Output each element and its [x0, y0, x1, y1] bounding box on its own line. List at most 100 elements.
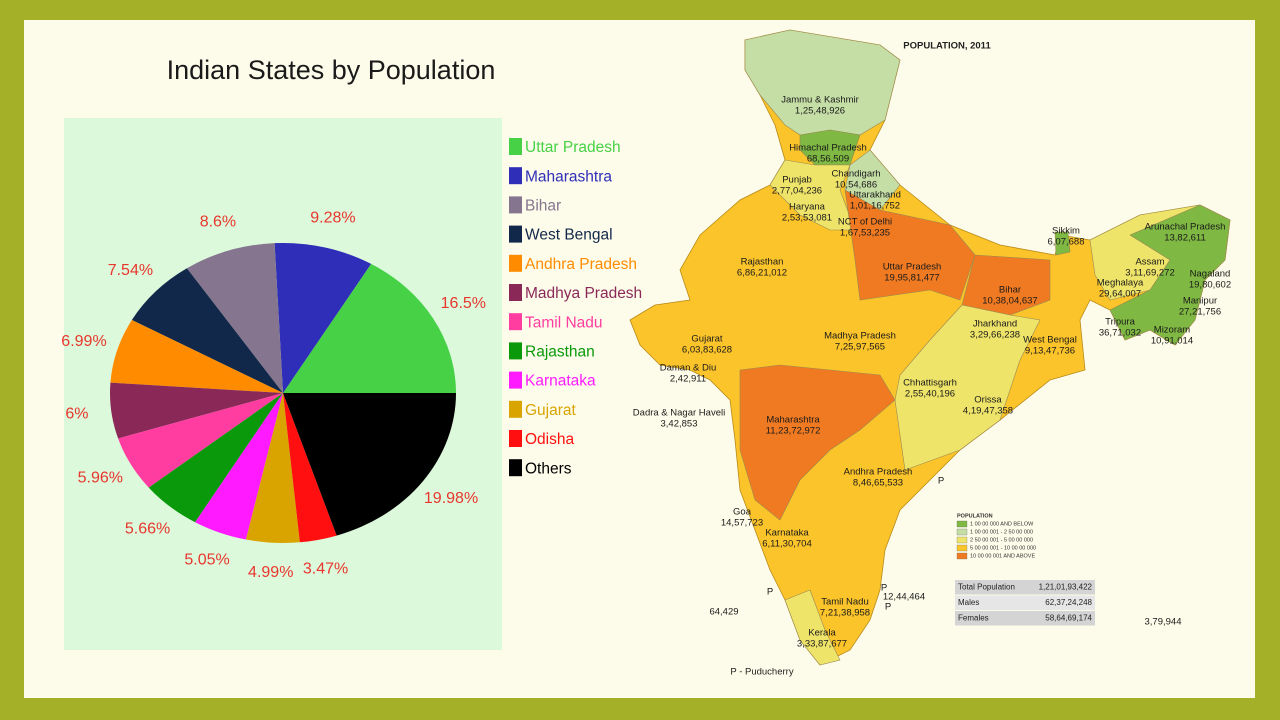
legend-swatch	[509, 371, 522, 389]
state-population: 2,77,04,236	[772, 186, 822, 197]
state-population: 1,25,48,926	[795, 106, 845, 117]
state-population: 6,86,21,012	[737, 268, 787, 279]
state-name: Manipur	[1183, 296, 1217, 307]
totals-value: 58,64,69,174	[1045, 614, 1092, 623]
pie-slice	[283, 263, 456, 393]
legend-label: Odisha	[525, 431, 574, 448]
state-name: Chhattisgarh	[903, 378, 957, 389]
map-legend-label: 10 00 00 001 AND ABOVE	[970, 553, 1035, 559]
state-name: Nagaland	[1190, 269, 1231, 280]
map-label: P	[881, 583, 887, 594]
state-population: 10,54,686	[835, 180, 877, 191]
pie-slice	[245, 393, 300, 543]
value-label: 5.66%	[125, 521, 170, 538]
state-population: 6,07,688	[1048, 237, 1085, 248]
state-population: 9,13,47,736	[1025, 346, 1075, 357]
legend-label: Andhra Pradesh	[525, 256, 637, 273]
totals-value: 1,21,01,93,422	[1039, 583, 1093, 592]
value-label: 6%	[65, 406, 88, 423]
map-label: 12,44,464	[883, 592, 925, 603]
legend-label: West Bengal	[525, 227, 613, 244]
map-label: 3,79,944	[1145, 617, 1182, 628]
legend-swatch	[509, 313, 522, 331]
map-legend-swatch	[956, 552, 968, 560]
value-label: 6.99%	[61, 333, 106, 350]
legend-swatch	[509, 459, 522, 477]
map-legend-swatch	[956, 544, 968, 552]
legend-swatch	[509, 196, 522, 214]
state-population: 6,11,30,704	[762, 539, 811, 550]
legend-label: Tamil Nadu	[525, 314, 603, 331]
map-title: POPULATION, 2011	[903, 41, 991, 52]
state-name: Goa	[733, 507, 752, 518]
state-name: Tamil Nadu	[821, 597, 869, 608]
legend-swatch	[509, 400, 522, 418]
legend: Uttar Pradesh Maharashtra Bihar West Bengal…	[509, 138, 642, 477]
pie-slice	[109, 382, 283, 439]
totals-row	[955, 611, 1095, 626]
state-name: Tripura	[1105, 317, 1135, 328]
map-label: P	[885, 602, 891, 613]
value-label: 19.98%	[424, 490, 478, 507]
value-label: 16.5%	[441, 295, 486, 312]
state-name: Himachal Pradesh	[789, 143, 867, 154]
value-label: 8.6%	[200, 213, 236, 230]
map-legend-label: 2 50 00 001 - 5 00 00 000	[970, 537, 1033, 543]
state-population: 2,42,911	[670, 374, 706, 385]
state-population: 3,42,853	[661, 419, 698, 430]
state-population: 19,95,81,477	[884, 273, 939, 284]
state-population: 68,56,509	[807, 154, 849, 165]
state-name: Uttarakhand	[849, 190, 901, 201]
legend-swatch	[509, 342, 522, 360]
legend-label: Bihar	[525, 197, 561, 214]
state-population: 3,33,87,677	[797, 639, 847, 650]
map-legend-swatch	[956, 528, 968, 536]
value-label: 5.05%	[184, 552, 229, 569]
value-label: 9.28%	[310, 209, 355, 226]
pie-slice	[274, 243, 372, 393]
region-uk	[844, 149, 901, 211]
pie-slice	[131, 268, 283, 393]
state-population: 7,25,97,565	[835, 342, 885, 353]
pie-slice	[118, 393, 283, 488]
map-legend: 1 00 00 000 AND BELOW 1 00 00 001 - 2 50 …	[956, 520, 1036, 560]
pie-slice	[283, 393, 456, 536]
legend-swatch	[509, 284, 522, 301]
map-label: 64,429	[709, 607, 738, 618]
state-population: 4,19,47,358	[963, 406, 1013, 417]
map-legend-label: 5 00 00 001 - 10 00 00 000	[970, 545, 1036, 551]
map	[629, 29, 1231, 666]
state-name: Arunachal Pradesh	[1145, 222, 1226, 233]
state-name: Uttar Pradesh	[883, 262, 942, 273]
state-name: Daman & Diu	[660, 363, 717, 374]
pie: 16.5% 9.28% 8.6% 7.54% 6.99% 6% 5.96% 5.66% 5.05…	[61, 209, 486, 580]
state-name: Haryana	[789, 202, 826, 213]
state-population: 19,80,602	[1189, 280, 1231, 291]
state-population: 27,21,756	[1179, 307, 1221, 318]
state-name: Karnataka	[765, 528, 809, 539]
state-name: Meghalaya	[1097, 278, 1144, 289]
value-label: 7.54%	[108, 262, 153, 279]
state-name: Rajasthan	[741, 257, 784, 268]
state-population: 1,67,53,235	[840, 228, 890, 239]
state-name: Orissa	[974, 395, 1002, 406]
state-name: Mizoram	[1154, 325, 1191, 336]
value-label: 3.47%	[303, 560, 348, 577]
pie-slice	[148, 393, 283, 523]
state-population: 2,53,53,081	[782, 213, 832, 224]
state-population: 10,91,014	[1151, 336, 1193, 347]
state-population: 11,23,72,972	[766, 426, 821, 437]
totals-key: Males	[958, 598, 979, 607]
state-population: 2,55,40,196	[905, 389, 955, 400]
state-name: Madhya Pradesh	[824, 331, 896, 342]
map-legend-title: POPULATION	[957, 513, 993, 519]
legend-label: Gujarat	[525, 402, 577, 419]
totals-row	[955, 580, 1095, 595]
region-sikkim	[1054, 231, 1071, 256]
state-population: 8,46,65,533	[853, 478, 903, 489]
state-population: 7,21,38,958	[820, 608, 870, 619]
state-population: 14,57,723	[721, 518, 763, 529]
